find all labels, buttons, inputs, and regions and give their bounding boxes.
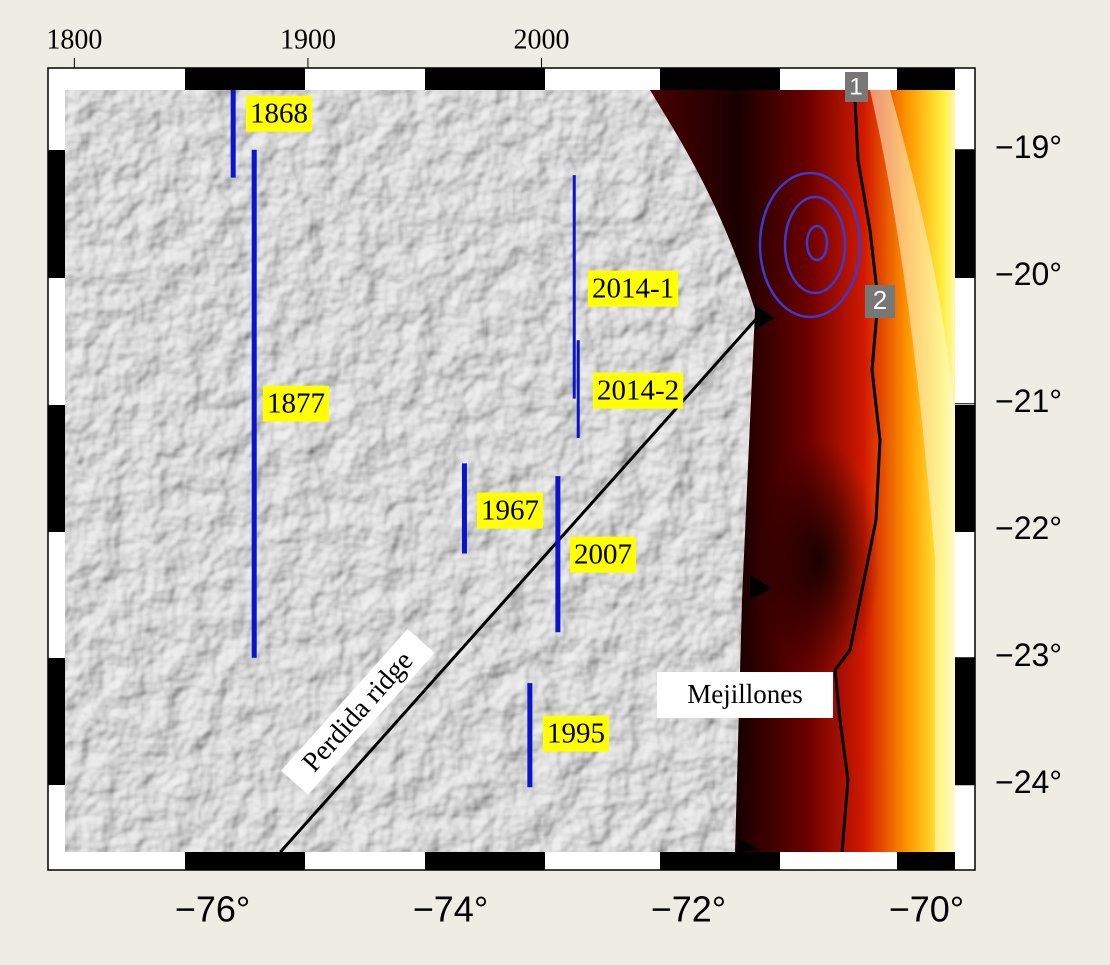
year-tick-label: 2000 <box>514 24 570 55</box>
marker-label: 1 <box>849 73 862 100</box>
heat-dark <box>760 440 880 680</box>
lon-tick-label: −72° <box>651 889 726 930</box>
checker-bar <box>897 68 955 90</box>
map-figure: −76° −74° −72° −70° −19° −20° −21° −22° −23° −24°… <box>0 0 1110 965</box>
lat-tick-label: −24° <box>995 764 1062 800</box>
year-tick-label: 1900 <box>280 24 336 55</box>
year-tick-label: 1800 <box>46 24 102 55</box>
checker-bar <box>660 68 780 90</box>
checker-bar <box>48 150 65 278</box>
rupture-label: 1967 <box>481 495 539 527</box>
checker-bar <box>955 658 975 785</box>
checker-bar <box>185 852 305 870</box>
lon-tick-label: −70° <box>889 889 964 930</box>
checker-bar <box>425 68 545 90</box>
checker-bar <box>48 405 65 532</box>
checker-bar <box>185 68 305 90</box>
rupture-label: 2014-2 <box>597 375 679 407</box>
checker-bar <box>955 405 975 532</box>
checker-bar <box>955 150 975 278</box>
place-label: Mejillones <box>687 679 803 709</box>
page: −76° −74° −72° −70° −19° −20° −21° −22° −23° −24°… <box>0 0 1110 965</box>
rupture-label: 2014-1 <box>592 273 674 305</box>
rupture-label: 1868 <box>250 98 308 130</box>
lat-tick-label: −20° <box>995 256 1062 292</box>
lat-tick-label: −22° <box>995 510 1062 546</box>
marker-label: 2 <box>873 285 887 315</box>
rupture-label: 1995 <box>547 718 605 750</box>
checker-bar <box>425 852 545 870</box>
checker-bar <box>660 852 780 870</box>
lat-tick-label: −23° <box>995 637 1062 673</box>
lon-tick-label: −76° <box>175 889 250 930</box>
lon-tick-label: −74° <box>413 889 488 930</box>
map-area <box>65 90 960 852</box>
rupture-label: 2007 <box>574 539 632 571</box>
rupture-label: 1877 <box>267 388 325 420</box>
lat-tick-label: −19° <box>995 129 1062 165</box>
checker-bar <box>48 658 65 785</box>
lat-tick-label: −21° <box>995 383 1062 419</box>
